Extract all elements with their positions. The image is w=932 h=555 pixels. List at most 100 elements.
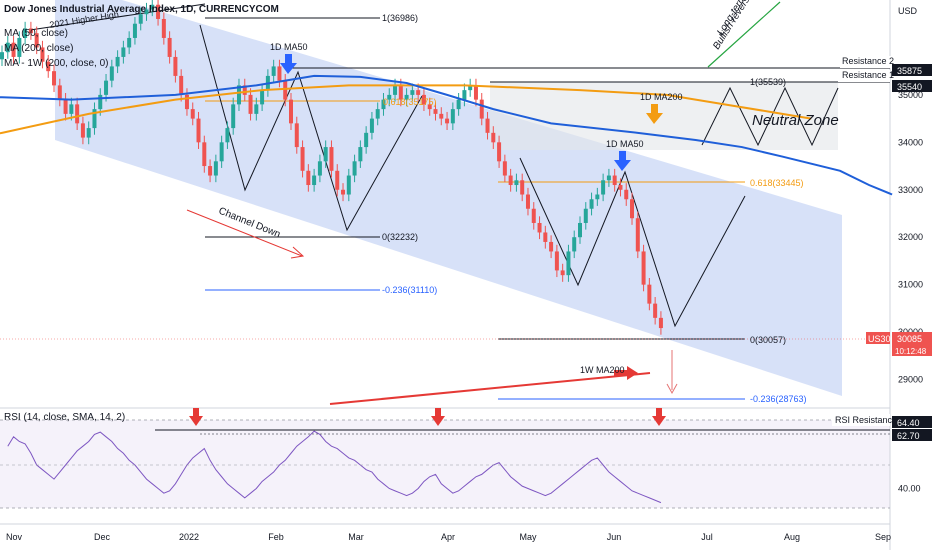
indicator-ma200[interactable]: MA (200, close) (4, 43, 74, 54)
candle-body (69, 104, 74, 114)
candle-body (289, 99, 293, 124)
candle-body (109, 66, 114, 81)
candle-body (624, 189, 629, 200)
indicator-ma50[interactable]: MA (50, close) (4, 28, 68, 39)
candle-body (589, 199, 594, 209)
rsi-resistance-label-box (832, 414, 890, 426)
time-tick-label: Feb (268, 532, 284, 542)
candle-body (184, 94, 189, 110)
rsi-arrow-down-1 (189, 408, 203, 426)
candle-body (150, 4, 155, 10)
time-axis-ticks: Nov Dec 2022 Feb Mar Apr May Jun Jul Aug Sep (6, 532, 891, 542)
indicator-rsi[interactable]: RSI (14, close, SMA, 14, 2) (4, 412, 126, 423)
rsi-support-value-box (892, 429, 932, 441)
candle-body (80, 123, 85, 138)
candle-body (450, 109, 455, 124)
candle-body (393, 85, 398, 95)
chart-title: Dow Jones Industrial Average Index, 1D, … (4, 4, 279, 15)
candle-body (462, 90, 467, 100)
candle-body (508, 175, 513, 186)
rsi-arrow-down-3 (652, 408, 666, 426)
candle-body (352, 161, 357, 176)
candle-body (479, 99, 484, 119)
price-tick-label: 33000 (898, 185, 923, 195)
ma200-arrow (646, 104, 663, 124)
candle-body (138, 14, 143, 24)
candle-body (28, 28, 33, 34)
ma200-label: 1D MA200 (640, 92, 683, 102)
candle-body (473, 85, 478, 100)
candle-body (75, 104, 80, 124)
resistance-2-value: 35875 (897, 66, 922, 76)
candle-body (606, 175, 611, 181)
ma50-label-feb: 1D MA50 (270, 42, 308, 52)
candle-body (86, 128, 91, 138)
price-tag-resistance-2: Resistance 2 35875 (840, 56, 932, 76)
red-trend-line (329, 372, 651, 405)
candle-body (641, 251, 646, 285)
candle-body (537, 222, 542, 233)
candle-body (156, 4, 161, 19)
candle-body (92, 109, 97, 129)
ma50-arrow-feb (280, 54, 297, 74)
candle-body (635, 218, 640, 252)
candle-body (161, 18, 166, 38)
candle-body (0, 52, 4, 60)
candle-body (57, 85, 62, 100)
candle-body (277, 66, 282, 81)
rsi-resistance-value: 64.40 (897, 418, 920, 428)
candle-body (445, 118, 450, 124)
long-term-arrow (707, 1, 781, 68)
rsi-tick-label: 40.00 (898, 484, 921, 494)
candle-body (323, 147, 328, 162)
candle-body (115, 56, 120, 67)
candle-body (260, 90, 265, 105)
ma50-arrows (280, 54, 631, 171)
neutral-zone-label: Neutral Zone (752, 112, 839, 129)
candle-body (283, 80, 288, 100)
rsi-resistance-value-box (892, 416, 932, 428)
symbol-tag: US30 (868, 334, 891, 344)
fib-0-left-label: 0(32232) (382, 232, 418, 242)
candle-body (653, 303, 658, 318)
ma200-line (0, 84, 812, 135)
candle-body (300, 147, 305, 171)
candle-body (132, 23, 137, 38)
rsi-red-arrows (189, 408, 666, 426)
neutral-zone-wave (701, 86, 839, 147)
candle-body (46, 61, 51, 72)
candle-body (398, 85, 403, 100)
rsi-arrow-down-2 (431, 408, 445, 426)
indicator-ma1w[interactable]: MA - 1W (200, close, 0) (4, 58, 109, 69)
candle-body (312, 175, 317, 186)
wave-path-right (519, 157, 746, 328)
time-tick-label: Jun (607, 532, 622, 542)
candle-body (502, 161, 507, 176)
candle-body (242, 85, 247, 95)
candle-body (364, 132, 369, 148)
wave-path-left (199, 24, 423, 232)
fib-m0236-left-label: -0.236(31110) (382, 285, 437, 295)
resistance-1-value: 35540 (897, 82, 922, 92)
symbol-tag-box (866, 332, 890, 344)
higher-high-line (29, 3, 206, 31)
time-tick-label: Nov (6, 532, 23, 542)
candle-body (491, 132, 496, 143)
price-tick-label: 31000 (898, 280, 923, 290)
candle-body (416, 90, 421, 95)
candle-body (144, 9, 149, 15)
candle-body (427, 104, 432, 110)
candle-body (595, 194, 600, 200)
candle-body (566, 251, 571, 276)
candle-body (468, 85, 473, 91)
candle-body (11, 42, 16, 57)
candle-body (329, 147, 334, 171)
candle-body (554, 251, 559, 271)
last-price-value: 30085 (897, 334, 922, 344)
candle-body (583, 208, 588, 223)
candle-body (294, 123, 299, 148)
price-tick-label: 35000 (898, 90, 923, 100)
rsi-resistance-label: RSI Resistance (835, 415, 897, 425)
ma50-line (0, 74, 893, 196)
